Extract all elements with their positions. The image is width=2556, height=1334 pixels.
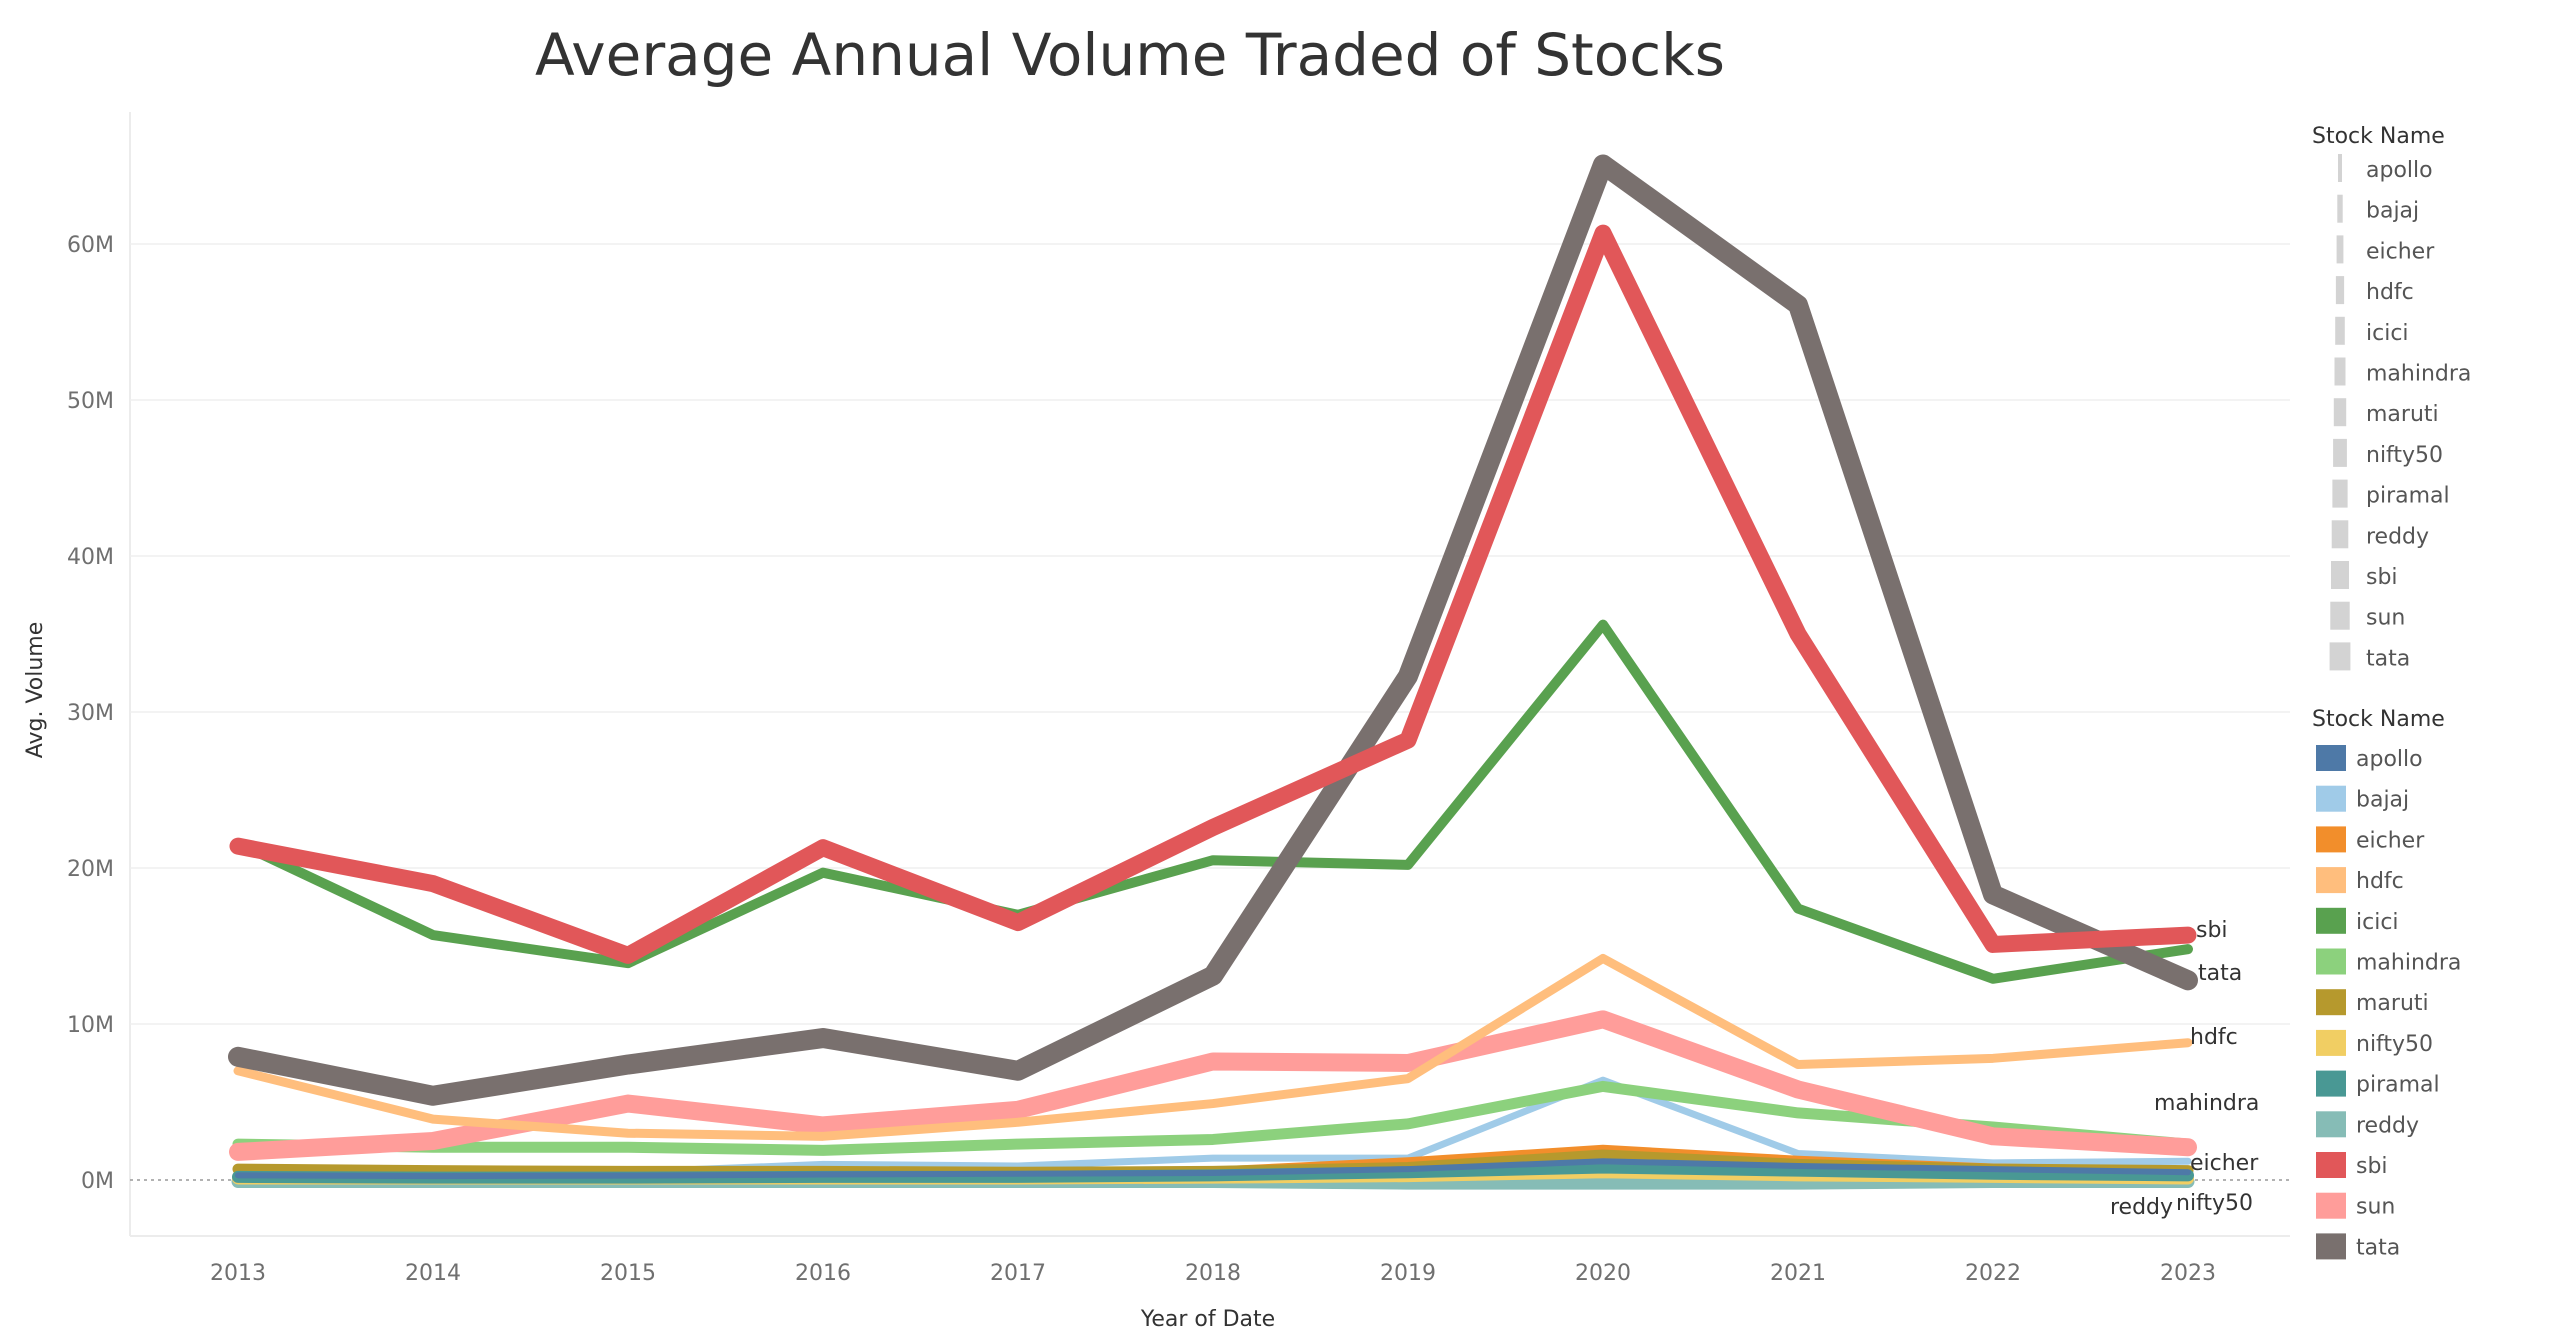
series-line-apollo[interactable] bbox=[235, 1158, 2191, 1180]
y-tick-label: 40M bbox=[67, 545, 114, 570]
series-line-sbi[interactable] bbox=[229, 224, 2197, 964]
color-legend-swatch-apollo bbox=[2316, 745, 2346, 771]
size-legend-label-piramal: piramal bbox=[2366, 484, 2450, 509]
y-tick-label: 50M bbox=[67, 389, 114, 414]
color-legend-label-bajaj: bajaj bbox=[2356, 788, 2409, 813]
color-legend-swatch-maruti bbox=[2316, 989, 2346, 1016]
size-legend-label-hdfc: hdfc bbox=[2366, 280, 2414, 305]
size-legend-swatch-hdfc bbox=[2335, 276, 2345, 305]
color-legend-label-sun: sun bbox=[2356, 1195, 2395, 1220]
x-tick-label: 2023 bbox=[2160, 1261, 2216, 1286]
x-tick-label: 2016 bbox=[795, 1261, 851, 1286]
color-legend-label-reddy: reddy bbox=[2356, 1113, 2419, 1138]
x-tick-label: 2013 bbox=[210, 1261, 266, 1286]
color-legend-label-eicher: eicher bbox=[2356, 828, 2425, 853]
color-legend-swatch-eicher bbox=[2316, 826, 2346, 853]
color-legend-swatch-icici bbox=[2316, 907, 2346, 934]
color-legend-label-icici: icici bbox=[2356, 910, 2399, 935]
size-legend-swatch-reddy bbox=[2331, 520, 2349, 549]
color-legend-label-nifty50: nifty50 bbox=[2356, 1032, 2433, 1057]
end-label-mahindra: mahindra bbox=[2154, 1091, 2259, 1116]
end-label-sbi: sbi bbox=[2196, 918, 2228, 943]
end-label-nifty50: nifty50 bbox=[2176, 1191, 2253, 1216]
size-legend[interactable]: Stock Name apollo bajaj eicher hdfc icici mah… bbox=[2312, 124, 2471, 671]
size-legend-label-maruti: maruti bbox=[2366, 402, 2439, 427]
size-legend-swatch-sun bbox=[2330, 601, 2350, 630]
x-tick-label: 2014 bbox=[405, 1261, 461, 1286]
series-line-icici[interactable] bbox=[233, 619, 2193, 984]
size-legend-label-apollo: apollo bbox=[2366, 158, 2433, 183]
series-line-tata[interactable] bbox=[228, 154, 2198, 1106]
color-legend-swatch-reddy bbox=[2316, 1111, 2346, 1138]
chart-title: Average Annual Volume Traded of Stocks bbox=[535, 21, 1725, 89]
x-axis-label: Year of Date bbox=[1140, 1307, 1275, 1332]
size-legend-swatch-apollo bbox=[2338, 154, 2342, 182]
color-legend-label-apollo: apollo bbox=[2356, 747, 2423, 772]
series-group bbox=[228, 154, 2198, 1190]
y-axis: 0M 10M 20M 30M 40M 50M 60M bbox=[67, 233, 114, 1194]
size-legend-label-sbi: sbi bbox=[2366, 565, 2398, 590]
color-legend-swatch-sun bbox=[2316, 1192, 2346, 1219]
size-legend-swatch-icici bbox=[2335, 316, 2345, 345]
series-line-sun[interactable] bbox=[229, 1010, 2197, 1161]
size-legend-swatch-sbi bbox=[2331, 561, 2349, 589]
y-tick-label: 0M bbox=[81, 1169, 114, 1194]
color-legend[interactable]: Stock Name apollo bajaj eicher hdfc icici mah… bbox=[2312, 707, 2461, 1260]
y-tick-label: 60M bbox=[67, 233, 114, 258]
y-tick-label: 30M bbox=[67, 701, 114, 726]
x-tick-label: 2019 bbox=[1380, 1261, 1436, 1286]
color-legend-title: Stock Name bbox=[2312, 707, 2445, 732]
x-tick-label: 2015 bbox=[600, 1261, 656, 1286]
color-legend-swatch-sbi bbox=[2316, 1152, 2346, 1178]
size-legend-label-eicher: eicher bbox=[2366, 239, 2435, 264]
color-legend-label-mahindra: mahindra bbox=[2356, 951, 2461, 976]
series-line-mahindra[interactable] bbox=[232, 1080, 2194, 1156]
end-labels: sbi tata hdfc mahindra eicher reddy nifty50 bbox=[2110, 918, 2259, 1220]
color-legend-swatch-piramal bbox=[2316, 1070, 2346, 1097]
size-legend-label-bajaj: bajaj bbox=[2366, 199, 2419, 224]
color-legend-label-tata: tata bbox=[2356, 1235, 2400, 1260]
size-legend-swatch-piramal bbox=[2332, 479, 2348, 508]
x-tick-label: 2022 bbox=[1965, 1261, 2021, 1286]
y-tick-label: 10M bbox=[67, 1013, 114, 1038]
y-axis-label: Avg. Volume bbox=[23, 622, 48, 759]
series-line-hdfc[interactable] bbox=[233, 953, 2193, 1141]
size-legend-label-mahindra: mahindra bbox=[2366, 362, 2471, 387]
size-legend-label-tata: tata bbox=[2366, 646, 2410, 671]
end-label-reddy: reddy bbox=[2110, 1195, 2173, 1220]
x-tick-label: 2018 bbox=[1185, 1261, 1241, 1286]
size-legend-swatch-tata bbox=[2329, 642, 2351, 671]
size-legend-swatch-eicher bbox=[2336, 235, 2344, 264]
color-legend-label-sbi: sbi bbox=[2356, 1154, 2388, 1179]
size-legend-swatch-maruti bbox=[2333, 398, 2347, 427]
color-legend-swatch-nifty50 bbox=[2316, 1029, 2346, 1056]
size-legend-label-reddy: reddy bbox=[2366, 524, 2429, 549]
end-label-hdfc: hdfc bbox=[2190, 1025, 2238, 1050]
size-legend-swatch-bajaj bbox=[2337, 194, 2343, 223]
x-tick-label: 2021 bbox=[1770, 1261, 1826, 1286]
x-axis: 2013 2014 2015 2016 2017 2018 2019 2020 2021 2022… bbox=[210, 1261, 2216, 1286]
size-legend-swatch-mahindra bbox=[2334, 357, 2346, 386]
size-legend-swatch-nifty50 bbox=[2333, 438, 2347, 467]
color-legend-label-maruti: maruti bbox=[2356, 991, 2429, 1016]
color-legend-swatch-mahindra bbox=[2316, 948, 2346, 975]
color-legend-label-piramal: piramal bbox=[2356, 1073, 2440, 1098]
x-tick-label: 2020 bbox=[1575, 1261, 1631, 1286]
size-legend-label-icici: icici bbox=[2366, 321, 2409, 346]
size-legend-label-sun: sun bbox=[2366, 606, 2405, 631]
x-tick-label: 2017 bbox=[990, 1261, 1046, 1286]
color-legend-swatch-tata bbox=[2316, 1233, 2346, 1260]
end-label-tata: tata bbox=[2198, 961, 2242, 986]
y-tick-label: 20M bbox=[67, 857, 114, 882]
color-legend-label-hdfc: hdfc bbox=[2356, 869, 2404, 894]
size-legend-title: Stock Name bbox=[2312, 124, 2445, 149]
color-legend-swatch-hdfc bbox=[2316, 867, 2346, 894]
end-label-eicher: eicher bbox=[2190, 1151, 2259, 1176]
size-legend-label-nifty50: nifty50 bbox=[2366, 443, 2443, 468]
color-legend-swatch-bajaj bbox=[2316, 785, 2346, 812]
